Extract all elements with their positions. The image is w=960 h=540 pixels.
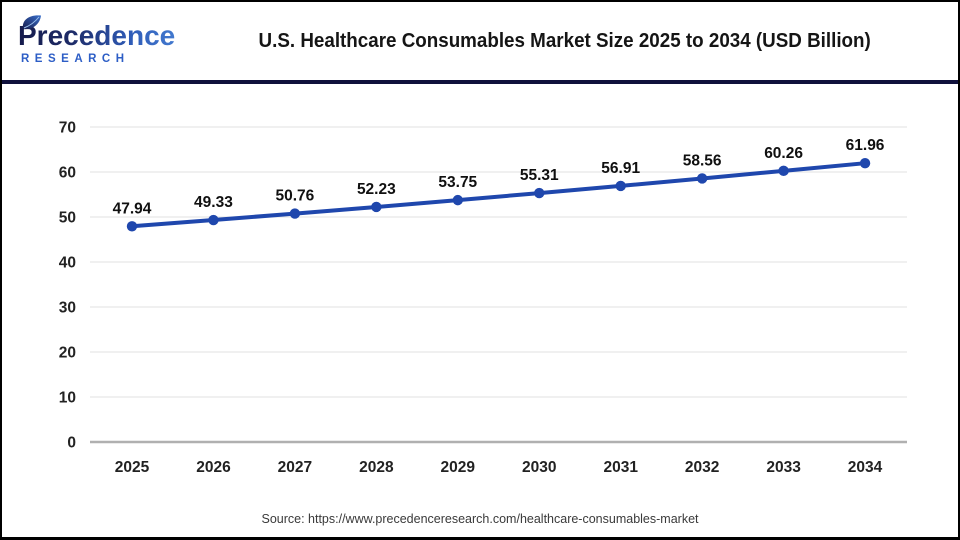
data-point-label: 49.33	[194, 194, 233, 211]
data-point-marker	[289, 208, 301, 219]
logo-wordmark: Precedence	[18, 21, 193, 51]
data-point-marker	[208, 214, 219, 226]
data-point-marker	[534, 187, 545, 199]
y-axis-tick-label: 70	[59, 120, 76, 137]
x-axis-tick-label: 2034	[848, 459, 883, 476]
y-axis-tick-label: 60	[59, 165, 76, 182]
data-point-marker	[778, 165, 789, 177]
data-point-label: 47.94	[113, 200, 152, 217]
data-point-marker	[371, 201, 382, 213]
x-axis-tick-label: 2027	[278, 459, 312, 476]
data-point-label: 55.31	[520, 167, 559, 184]
title-container: U.S. Healthcare Consumables Market Size …	[193, 30, 936, 53]
x-axis-tick-label: 2030	[522, 459, 556, 476]
x-axis-tick-label: 2029	[441, 459, 476, 476]
y-axis-tick-label: 30	[59, 300, 76, 317]
x-axis-tick-label: 2026	[196, 459, 231, 476]
source-text: Source: https://www.precedenceresearch.c…	[261, 512, 699, 526]
data-point-marker	[126, 221, 138, 232]
y-axis-tick-label: 10	[59, 390, 76, 407]
data-point-label: 58.56	[683, 152, 722, 169]
x-axis-tick-label: 2028	[359, 459, 394, 476]
logo-subtitle: RESEARCH	[21, 52, 130, 65]
footer: Source: https://www.precedenceresearch.c…	[2, 510, 958, 528]
x-axis-tick-label: 2031	[603, 459, 638, 476]
x-axis-tick-label: 2032	[685, 459, 719, 476]
y-axis-tick-label: 20	[59, 345, 76, 362]
chart-area: 0 10 20 30 40 50 60 70 2025 2026 2027 2028 2029 2030 2…	[2, 84, 958, 506]
data-point-label: 61.96	[846, 137, 885, 154]
data-point-label: 53.75	[438, 174, 477, 191]
data-point-marker	[696, 173, 708, 184]
y-axis-tick-label: 40	[59, 255, 76, 272]
data-point-label: 56.91	[601, 160, 640, 177]
data-point-label: 60.26	[764, 145, 803, 162]
data-point-marker	[615, 180, 626, 192]
chart-title: U.S. Healthcare Consumables Market Size …	[258, 29, 871, 52]
header: Precedence RESEARCH U.S. Healthcare Cons…	[2, 2, 958, 80]
precedence-logo: Precedence RESEARCH	[18, 15, 193, 65]
data-point-label: 50.76	[276, 188, 315, 205]
y-axis-tick-label: 50	[59, 210, 76, 227]
data-point-marker	[452, 194, 463, 206]
leaf-icon	[22, 15, 41, 30]
x-axis-tick-label: 2025	[115, 459, 150, 476]
x-axis-tick-label: 2033	[766, 459, 801, 476]
header-divider	[2, 80, 958, 84]
series-line	[130, 161, 868, 229]
data-point-label: 52.23	[357, 181, 396, 198]
data-point-marker	[859, 157, 871, 169]
y-axis-tick-label: 0	[67, 435, 76, 452]
